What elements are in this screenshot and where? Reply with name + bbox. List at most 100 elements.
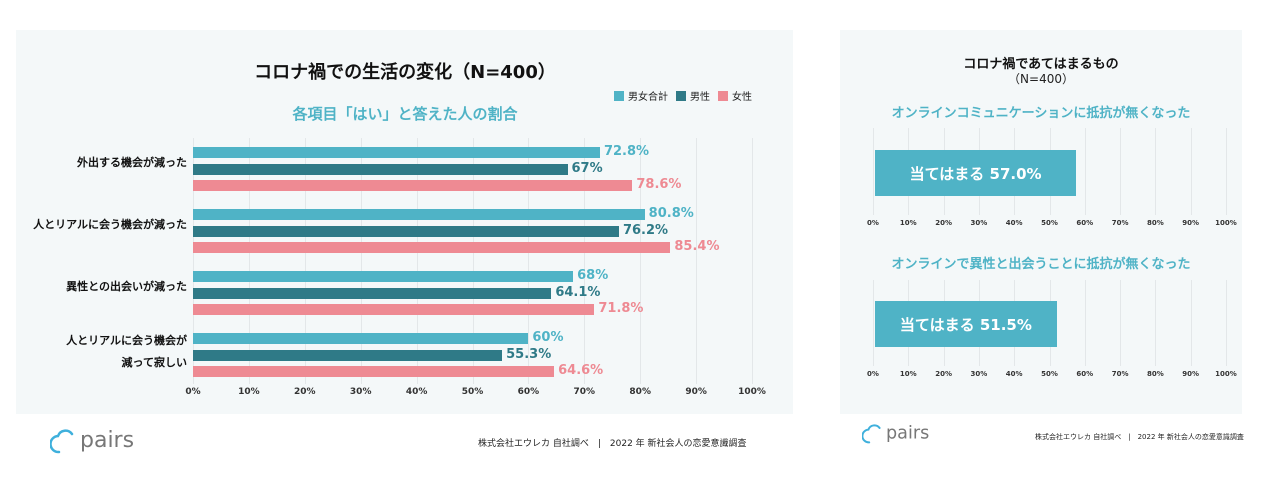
legend-label: 女性 <box>732 92 752 103</box>
x-tick-label: 40% <box>1005 219 1023 227</box>
bar <box>193 147 600 158</box>
x-tick-label: 80% <box>1147 370 1164 378</box>
bar <box>193 242 671 253</box>
legend-item: 男性 <box>676 88 710 103</box>
gridline <box>1190 128 1192 215</box>
bar <box>193 304 595 315</box>
x-tick-label: 100% <box>1215 219 1237 227</box>
right-chart-panel <box>840 30 1242 414</box>
pairs-logo: pairs <box>50 424 134 456</box>
x-tick-label: 70% <box>1111 370 1129 378</box>
right-chart-n: （N=400） <box>1008 72 1074 86</box>
brand-name: pairs <box>886 422 930 443</box>
data-label: 71.8% <box>598 301 644 316</box>
data-label: 76.2% <box>622 222 669 238</box>
gridline <box>304 138 306 384</box>
data-label: 80.8% <box>648 206 694 221</box>
x-tick-label: 80% <box>629 387 651 397</box>
gridline <box>1190 280 1192 366</box>
x-tick-label: 20% <box>294 387 316 397</box>
bar <box>193 163 568 175</box>
gridline <box>1155 128 1157 215</box>
data-label: 72.8% <box>603 144 650 159</box>
gridline <box>1226 280 1227 366</box>
x-tick-label: 90% <box>685 387 707 397</box>
x-tick-label: 100% <box>738 387 766 397</box>
category-label: 外出する機会が減った <box>77 156 187 169</box>
gridline <box>873 128 874 215</box>
gridline <box>1226 128 1227 215</box>
legend-label: 男女合計 <box>628 92 668 103</box>
bar <box>193 349 503 361</box>
legend-swatch <box>614 91 624 101</box>
x-tick-label: 70% <box>1111 219 1129 227</box>
bar: 当てはまる 57.0% <box>875 150 1077 196</box>
data-label: 85.4% <box>674 239 720 254</box>
gridline <box>640 138 642 384</box>
bar <box>193 225 619 237</box>
gridline <box>696 138 698 384</box>
x-tick-label: 30% <box>349 387 372 397</box>
x-tick-label: 0% <box>867 370 879 378</box>
data-label: 64.6% <box>558 363 604 378</box>
brand-name: pairs <box>80 427 135 453</box>
gridline <box>873 280 874 366</box>
data-label: 68% <box>577 268 609 283</box>
x-tick-label: 100% <box>1215 370 1237 378</box>
gridline <box>360 138 362 384</box>
gridline <box>528 138 530 384</box>
x-tick-label: 60% <box>1076 219 1094 227</box>
x-tick-label: 20% <box>935 219 952 227</box>
data-label: 55.3% <box>506 346 552 362</box>
gridline <box>752 138 753 384</box>
x-tick-label: 90% <box>1182 370 1200 378</box>
legend-swatch <box>676 91 686 101</box>
x-tick-label: 40% <box>405 387 428 397</box>
gridline <box>416 138 418 384</box>
legend-label: 男性 <box>690 92 710 103</box>
category-label: 異性との出会いが減った <box>66 280 187 293</box>
bar <box>193 366 555 377</box>
x-tick-label: 40% <box>1005 370 1023 378</box>
x-tick-label: 0% <box>185 387 201 397</box>
x-tick-label: 50% <box>1041 370 1058 378</box>
x-tick-label: 70% <box>573 387 596 397</box>
legend-item: 男女合計 <box>614 88 668 103</box>
gridline <box>193 138 194 384</box>
x-tick-label: 10% <box>899 219 917 227</box>
category-label: 人とリアルに会う機会が減った <box>33 218 187 231</box>
x-tick-label: 60% <box>1076 370 1094 378</box>
bar <box>193 333 529 344</box>
gridline <box>1120 128 1122 215</box>
x-tick-label: 30% <box>970 219 988 227</box>
x-tick-label: 50% <box>461 387 484 397</box>
left-chart-subtitle: 各項目「はい」と答えた人の割合 <box>292 105 518 123</box>
x-tick-label: 30% <box>970 370 988 378</box>
data-label: 67% <box>571 160 603 176</box>
bar <box>193 180 633 191</box>
x-tick-label: 50% <box>1041 219 1058 227</box>
footer-source-right: 株式会社エウレカ 自社調べ | 2022 年 新社会人の恋愛意識調査 <box>1035 433 1244 441</box>
gridline <box>1084 280 1086 366</box>
bar <box>193 271 574 282</box>
x-tick-label: 60% <box>517 387 540 397</box>
x-tick-label: 20% <box>935 370 952 378</box>
x-tick-label: 90% <box>1182 219 1200 227</box>
gridline <box>248 138 250 384</box>
panel-subtitle: オンラインで異性と出会うことに抵抗が無くなった <box>891 257 1191 272</box>
legend-swatch <box>718 91 728 101</box>
gridline <box>1120 280 1122 366</box>
left-chart-title: コロナ禍での生活の変化（N=400） <box>254 62 556 83</box>
bar <box>193 287 552 299</box>
panel-subtitle: オンラインコミュニケーションに抵抗が無くなった <box>891 106 1191 121</box>
pairs-logo-right: pairs <box>862 420 929 446</box>
data-label: 60% <box>532 330 564 345</box>
category-label: 人とリアルに会う機会が 減って寂しい <box>66 334 187 369</box>
gridline <box>584 138 586 384</box>
footer-source: 株式会社エウレカ 自社調べ | 2022 年 新社会人の恋愛意識調査 <box>478 439 747 449</box>
legend-item: 女性 <box>718 88 752 103</box>
cloud-icon <box>862 424 881 444</box>
x-tick-label: 0% <box>867 219 879 227</box>
right-chart-title: コロナ禍であてはまるもの <box>963 57 1119 72</box>
cloud-icon <box>50 429 74 454</box>
